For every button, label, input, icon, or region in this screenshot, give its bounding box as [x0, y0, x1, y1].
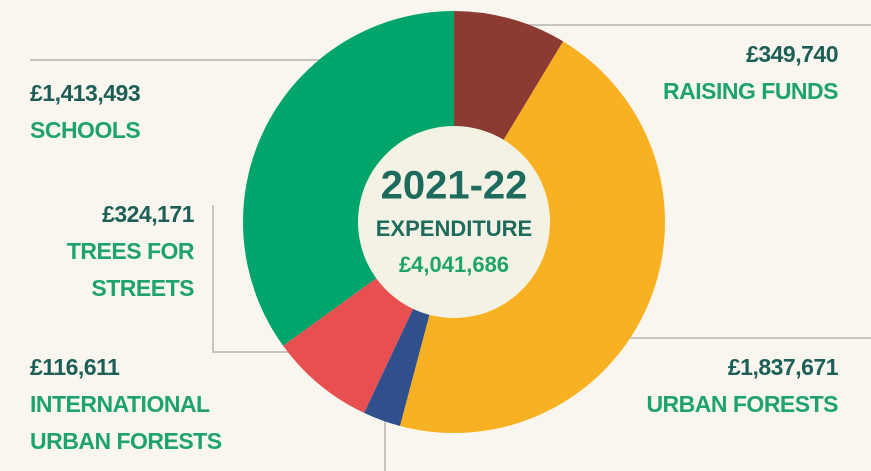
category-label: SCHOOLS	[30, 117, 141, 143]
value-label: £116,611	[30, 354, 120, 380]
value-label: £349,740	[746, 41, 838, 67]
category-label: TREES FOR STREETS	[66, 238, 195, 301]
center-title: 2021-22	[381, 164, 528, 208]
slice-label: £324,171 TREES FOR STREETS	[54, 196, 195, 307]
value-label: £1,413,493	[30, 80, 141, 106]
category-label: URBAN FORESTS	[646, 391, 838, 417]
value-label: £1,837,671	[727, 354, 839, 380]
category-label: INTERNATIONAL URBAN FORESTS	[30, 391, 222, 454]
center-total: £4,041,686	[399, 252, 509, 277]
slice	[243, 11, 454, 346]
center-subtitle: EXPENDITURE	[376, 216, 532, 241]
category-label: RAISING FUNDS	[663, 78, 838, 104]
slice-label: £349,740 RAISING FUNDS	[618, 36, 838, 110]
slice-label: £116,611 INTERNATIONAL URBAN FORESTS	[30, 349, 230, 460]
slice-label: £1,413,493 SCHOOLS	[30, 75, 230, 149]
slice-label: £1,837,671 URBAN FORESTS	[618, 349, 838, 423]
center-circle	[358, 126, 550, 318]
value-label: £324,171	[102, 201, 194, 227]
leader-line	[212, 205, 300, 353]
